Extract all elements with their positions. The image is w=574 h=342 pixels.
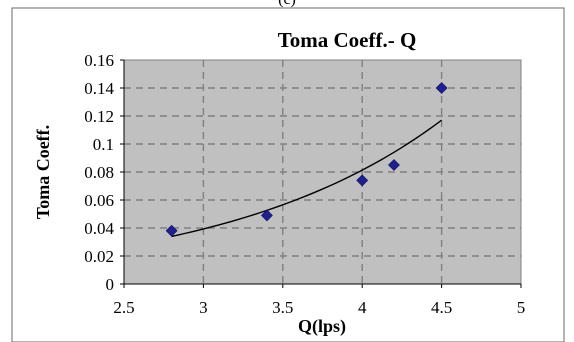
y-tick-label: 0.08: [84, 163, 114, 182]
data-point-marker: [388, 159, 400, 171]
data-point-marker: [356, 174, 369, 187]
figure-label: (c): [278, 0, 296, 8]
y-tick-label: 0.16: [84, 51, 114, 70]
x-tick-label: 3.5: [272, 298, 293, 317]
data-markers: [165, 82, 448, 237]
x-tick-label: 3: [199, 298, 208, 317]
y-tick-labels: 0 0.02 0.04 0.06 0.08 0.1 0.12 0.14 0.16: [84, 51, 124, 294]
x-tick-label: 4.5: [431, 298, 452, 317]
y-tick-label: 0.06: [84, 191, 114, 210]
y-tick-label: 0.1: [93, 135, 114, 154]
y-tick-label: 0: [106, 275, 115, 294]
y-axis-label: Toma Coeff.: [33, 125, 53, 219]
x-tick-label: 5: [517, 298, 526, 317]
y-tick-label: 0.14: [84, 79, 114, 98]
gridlines: [124, 60, 521, 284]
y-tick-label: 0.04: [84, 219, 114, 238]
trendline: [171, 119, 443, 238]
data-point-marker: [260, 209, 273, 222]
y-tick-label: 0.12: [84, 107, 114, 126]
chart-title: Toma Coeff.- Q: [278, 28, 417, 52]
x-tick-label: 4: [358, 298, 367, 317]
x-tick-label: 2.5: [113, 298, 134, 317]
x-axis-label: Q(lps): [298, 316, 346, 337]
y-tick-label: 0.02: [84, 247, 114, 266]
x-tick-labels: 2.5 3 3.5 4 4.5 5: [113, 284, 525, 317]
data-point-marker: [435, 82, 448, 94]
data-point-marker: [165, 224, 178, 237]
